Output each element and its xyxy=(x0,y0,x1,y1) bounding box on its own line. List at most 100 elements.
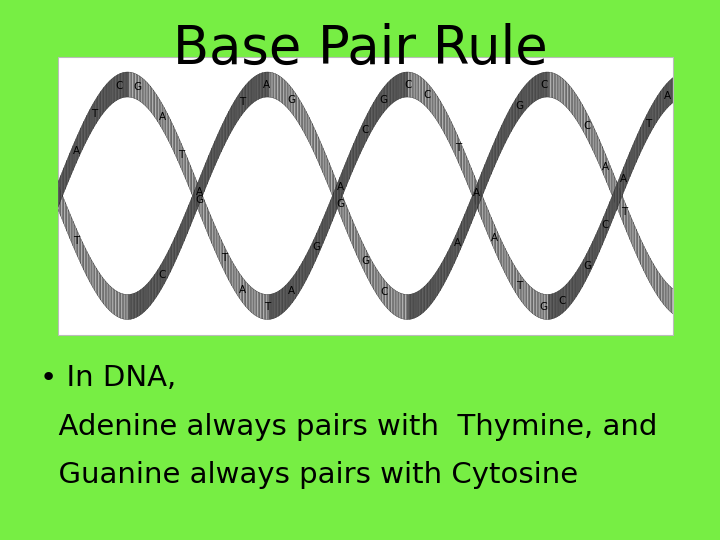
Polygon shape xyxy=(600,220,602,248)
Polygon shape xyxy=(438,266,440,293)
Text: T: T xyxy=(221,253,227,262)
Polygon shape xyxy=(482,168,483,197)
Polygon shape xyxy=(253,289,255,315)
Polygon shape xyxy=(426,82,428,109)
Polygon shape xyxy=(386,282,388,309)
Polygon shape xyxy=(534,76,536,102)
Polygon shape xyxy=(183,147,184,176)
Polygon shape xyxy=(317,230,318,258)
Polygon shape xyxy=(274,73,275,99)
Polygon shape xyxy=(619,188,621,217)
Polygon shape xyxy=(368,110,369,138)
Polygon shape xyxy=(526,82,528,109)
Text: T: T xyxy=(454,144,461,153)
Polygon shape xyxy=(422,78,423,104)
Polygon shape xyxy=(58,183,59,212)
Polygon shape xyxy=(618,178,619,207)
Polygon shape xyxy=(163,105,164,132)
Polygon shape xyxy=(326,155,328,184)
Polygon shape xyxy=(280,289,282,315)
Polygon shape xyxy=(363,244,364,272)
Polygon shape xyxy=(510,257,511,285)
Polygon shape xyxy=(309,246,310,274)
Polygon shape xyxy=(325,151,326,180)
Polygon shape xyxy=(178,136,179,165)
Polygon shape xyxy=(310,243,312,271)
Polygon shape xyxy=(606,154,607,183)
Polygon shape xyxy=(519,92,521,119)
Polygon shape xyxy=(653,264,654,291)
Polygon shape xyxy=(349,151,351,179)
Polygon shape xyxy=(230,258,232,286)
Polygon shape xyxy=(639,127,641,156)
Polygon shape xyxy=(202,167,204,195)
Polygon shape xyxy=(161,102,163,130)
Polygon shape xyxy=(145,81,147,107)
Polygon shape xyxy=(374,265,375,292)
Polygon shape xyxy=(82,122,84,150)
Polygon shape xyxy=(199,188,201,217)
Polygon shape xyxy=(116,291,118,317)
Polygon shape xyxy=(467,206,468,235)
Polygon shape xyxy=(120,293,121,318)
Polygon shape xyxy=(276,291,278,317)
Polygon shape xyxy=(338,186,340,214)
Polygon shape xyxy=(120,73,121,99)
Polygon shape xyxy=(480,172,482,201)
Polygon shape xyxy=(68,153,70,181)
Polygon shape xyxy=(330,166,332,195)
Polygon shape xyxy=(492,221,494,249)
Polygon shape xyxy=(577,267,579,295)
Polygon shape xyxy=(143,287,144,313)
Polygon shape xyxy=(260,73,261,99)
Polygon shape xyxy=(490,213,491,242)
Polygon shape xyxy=(351,147,352,176)
Polygon shape xyxy=(468,202,469,232)
Polygon shape xyxy=(114,76,116,102)
Polygon shape xyxy=(491,146,492,174)
Polygon shape xyxy=(271,294,272,319)
Polygon shape xyxy=(649,255,650,283)
Polygon shape xyxy=(471,168,472,197)
Polygon shape xyxy=(295,93,297,120)
Polygon shape xyxy=(107,283,109,309)
Polygon shape xyxy=(220,127,221,156)
Polygon shape xyxy=(442,104,444,131)
Polygon shape xyxy=(278,75,280,101)
Polygon shape xyxy=(300,100,302,128)
Polygon shape xyxy=(91,260,93,288)
Polygon shape xyxy=(472,172,474,200)
Polygon shape xyxy=(567,83,568,109)
Polygon shape xyxy=(76,228,78,256)
Polygon shape xyxy=(204,200,206,228)
Polygon shape xyxy=(337,181,338,210)
Polygon shape xyxy=(110,286,112,313)
Polygon shape xyxy=(167,113,168,141)
Polygon shape xyxy=(372,262,374,289)
Polygon shape xyxy=(235,266,237,294)
Polygon shape xyxy=(297,269,298,296)
Polygon shape xyxy=(332,192,334,221)
Polygon shape xyxy=(272,293,274,319)
Polygon shape xyxy=(428,84,429,110)
Polygon shape xyxy=(513,101,514,129)
Polygon shape xyxy=(514,265,516,293)
Polygon shape xyxy=(260,293,261,319)
Polygon shape xyxy=(417,75,418,100)
Polygon shape xyxy=(375,267,377,295)
Polygon shape xyxy=(645,249,647,277)
Polygon shape xyxy=(414,73,415,99)
Polygon shape xyxy=(73,221,75,249)
Polygon shape xyxy=(490,149,491,178)
Polygon shape xyxy=(62,195,64,224)
Polygon shape xyxy=(523,85,525,112)
Polygon shape xyxy=(354,224,356,252)
Polygon shape xyxy=(244,280,246,307)
Polygon shape xyxy=(471,195,472,224)
Polygon shape xyxy=(542,72,544,98)
Polygon shape xyxy=(68,210,70,239)
Text: C: C xyxy=(602,220,609,229)
Polygon shape xyxy=(303,105,305,133)
Polygon shape xyxy=(411,294,413,319)
Polygon shape xyxy=(554,73,556,99)
